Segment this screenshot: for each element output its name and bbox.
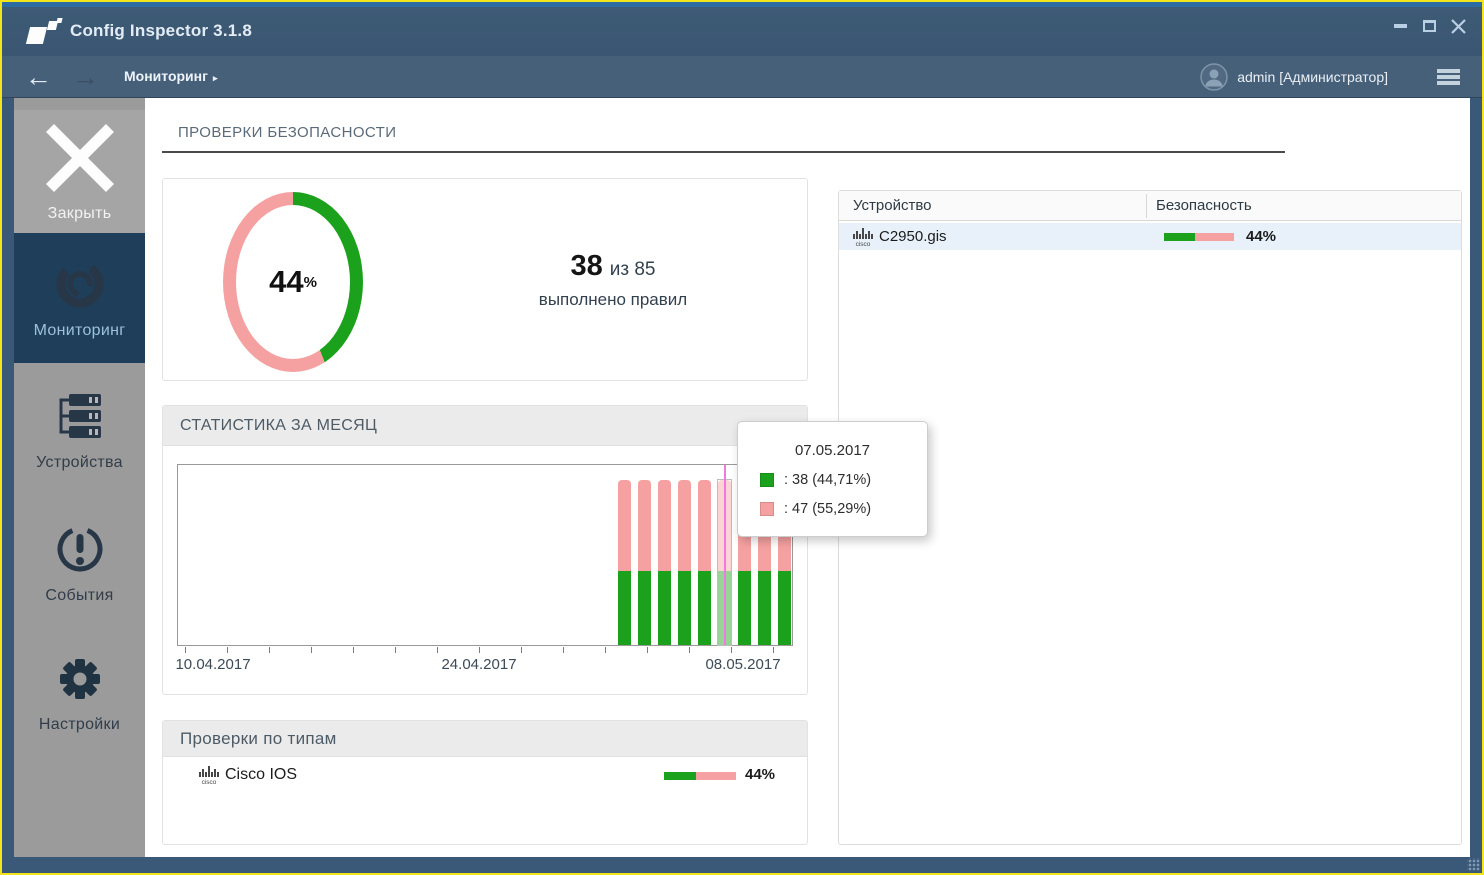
cisco-logo-icon: cisco: [197, 765, 221, 790]
device-security-bar: [1164, 233, 1234, 241]
svg-text:cisco: cisco: [202, 779, 217, 785]
sidebar-item-settings[interactable]: Настройки: [14, 628, 145, 758]
check-types-card: Проверки по типам cisco: [162, 720, 808, 845]
user-avatar-icon: [1200, 63, 1228, 91]
minimize-icon: [1394, 24, 1407, 28]
app-title: Config Inspector 3.1.8: [70, 21, 252, 41]
sidebar: Закрыть Мониторинг: [14, 98, 145, 857]
forward-button[interactable]: →: [72, 59, 99, 95]
types-section-header: Проверки по типам: [163, 721, 807, 757]
x-axis-label: 08.05.2017: [705, 656, 780, 673]
sidebar-item-close[interactable]: Закрыть: [14, 110, 145, 233]
svg-text:cisco: cisco: [856, 241, 871, 247]
stacked-bar[interactable]: [678, 480, 691, 645]
monthly-stats-card: СТАТИСТИКА ЗА МЕСЯЦ 10.04.2017 24.04.201…: [162, 405, 808, 695]
maximize-icon: [1423, 20, 1436, 32]
x-axis-label: 24.04.2017: [441, 656, 516, 673]
sidebar-item-monitoring[interactable]: Мониторинг: [14, 233, 145, 363]
donut-chart-icon: [52, 256, 108, 312]
close-window-button[interactable]: [1450, 18, 1466, 34]
device-table-row[interactable]: cisco C2950.gis 44%: [839, 223, 1461, 250]
sidebar-item-label: Закрыть: [48, 205, 112, 223]
page-title-rule: [162, 151, 1285, 153]
close-icon: [1451, 19, 1466, 34]
breadcrumb[interactable]: Мониторинг ▸: [124, 68, 217, 84]
hover-cursor-line: [724, 465, 726, 645]
x-axis-ticks: [177, 646, 793, 653]
column-header-device[interactable]: Устройство: [853, 197, 931, 214]
breadcrumb-label: Мониторинг: [124, 68, 208, 84]
stacked-bar[interactable]: [698, 480, 711, 645]
security-summary-card: 44% 38 из 85 выполнено правил: [162, 178, 808, 381]
cisco-logo-icon: cisco: [851, 227, 875, 252]
stacked-bar[interactable]: [618, 480, 631, 645]
back-button[interactable]: ←: [25, 59, 52, 95]
stacked-bar[interactable]: [658, 480, 671, 645]
x-axis-label: 10.04.2017: [175, 656, 250, 673]
column-separator[interactable]: [1146, 194, 1147, 218]
breadcrumb-caret-icon: ▸: [213, 73, 218, 83]
device-percent: 44%: [1246, 228, 1276, 245]
x-axis-labels: 10.04.2017 24.04.2017 08.05.2017: [177, 656, 793, 676]
stats-section-title: СТАТИСТИКА ЗА МЕСЯЦ: [180, 417, 377, 435]
device-name: C2950.gis: [879, 228, 947, 245]
sidebar-item-devices[interactable]: Устройства: [14, 363, 145, 497]
type-name: Cisco IOS: [225, 766, 297, 784]
tooltip-series-failed: : 47 (55,29%): [760, 501, 871, 517]
bar-chart-plot[interactable]: [177, 464, 793, 646]
type-row-cisco-ios[interactable]: cisco Cisco IOS 44%: [163, 757, 807, 793]
menu-button[interactable]: [1437, 69, 1460, 85]
rules-caption: выполнено правил: [539, 290, 687, 310]
alert-circle-icon: [52, 521, 108, 577]
sidebar-item-label: Устройства: [36, 454, 123, 472]
maximize-button[interactable]: [1421, 18, 1437, 34]
pink-swatch-icon: [760, 502, 774, 516]
rules-summary: 38 из 85 выполнено правил: [443, 179, 783, 380]
stacked-bar[interactable]: [638, 480, 651, 645]
sidebar-item-label: Настройки: [39, 716, 120, 734]
nav-bar: ← → Мониторинг ▸ admin [Администратор]: [2, 56, 1482, 98]
green-swatch-icon: [760, 473, 774, 487]
user-name: admin [Администратор]: [1237, 69, 1388, 85]
user-menu[interactable]: admin [Администратор]: [1200, 56, 1388, 97]
tooltip-series-done: : 38 (44,71%): [760, 472, 871, 488]
minimize-button[interactable]: [1392, 18, 1408, 34]
servers-icon: [52, 388, 108, 444]
donut-center-label: 44%: [223, 192, 363, 372]
close-x-icon: [43, 121, 117, 195]
type-security-bar: [664, 772, 736, 780]
device-table-card: Устройство Безопасность c: [838, 190, 1462, 845]
app-logo-icon: [28, 18, 62, 48]
gear-icon: [53, 652, 107, 706]
security-donut-chart: 44%: [223, 192, 363, 372]
rules-done-count: 38: [570, 250, 602, 282]
stats-section-header: СТАТИСТИКА ЗА МЕСЯЦ: [163, 406, 807, 446]
sidebar-item-label: Мониторинг: [34, 322, 126, 340]
chart-tooltip: 07.05.2017 : 38 (44,71%) : 47 (55,29%): [737, 421, 928, 537]
column-header-security[interactable]: Безопасность: [1156, 197, 1252, 214]
types-section-title: Проверки по типам: [180, 729, 337, 749]
type-percent: 44%: [745, 766, 775, 783]
device-table-header: Устройство Безопасность: [839, 191, 1461, 221]
tooltip-date: 07.05.2017: [738, 442, 927, 459]
page-title: ПРОВЕРКИ БЕЗОПАСНОСТИ: [178, 124, 396, 141]
resize-grip[interactable]: [1467, 858, 1480, 871]
sidebar-item-events[interactable]: События: [14, 497, 145, 628]
rules-total: из 85: [610, 259, 656, 280]
app-window: Config Inspector 3.1.8 ← → Мониторинг ▸ a…: [0, 0, 1484, 875]
title-bar[interactable]: Config Inspector 3.1.8: [2, 7, 1482, 56]
sidebar-item-label: События: [45, 587, 113, 605]
